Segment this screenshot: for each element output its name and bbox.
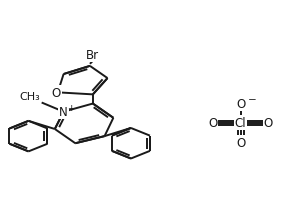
Text: O: O [264, 117, 273, 130]
Text: CH₃: CH₃ [19, 91, 40, 101]
Text: Cl: Cl [235, 117, 246, 130]
Text: N: N [59, 106, 68, 119]
Text: O: O [236, 136, 245, 149]
Text: +: + [67, 104, 75, 113]
Text: O: O [52, 86, 61, 99]
Text: Br: Br [86, 49, 99, 62]
Text: O: O [236, 98, 245, 111]
Text: −: − [247, 95, 256, 105]
Text: O: O [208, 117, 218, 130]
